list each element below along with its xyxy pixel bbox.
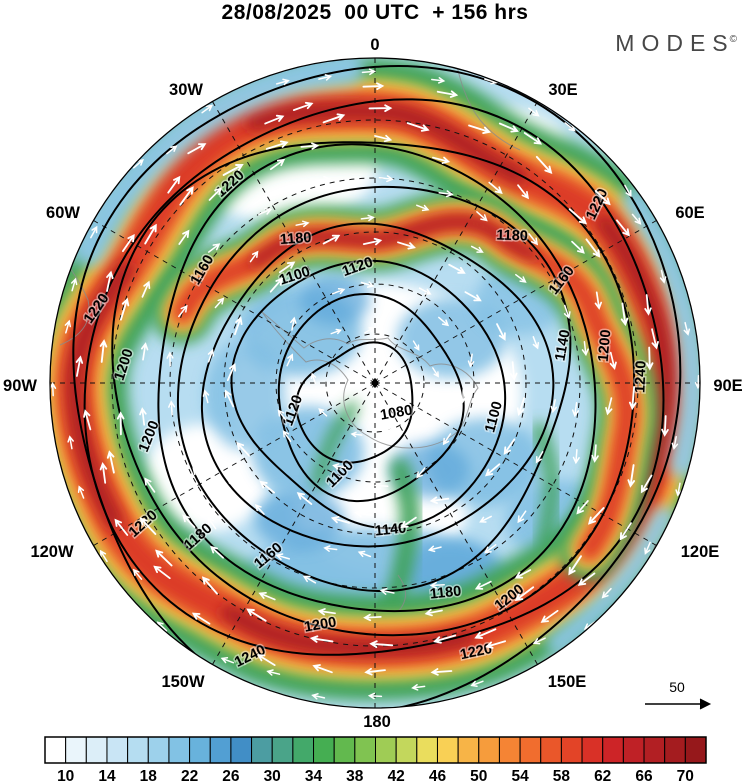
map-circle-border (49, 57, 701, 709)
colorbar-cell (44, 736, 67, 764)
colorbar-tick-label: 46 (429, 768, 447, 782)
colorbar-cell (333, 736, 356, 764)
colorbar-cell (85, 736, 108, 764)
colorbar-cell (416, 736, 438, 764)
reference-arrow-label: 50 (669, 679, 685, 695)
colorbar-cell (581, 736, 604, 764)
colorbar-cell (230, 736, 253, 764)
longitude-label-30W: 30W (169, 81, 203, 99)
colorbar-cell (457, 736, 480, 764)
colorbar-cell (602, 736, 624, 764)
africa-coast (454, 58, 521, 151)
colorbar-cell (313, 736, 335, 764)
colorbar-cell (519, 736, 542, 764)
longitude-label-120W: 120W (30, 543, 74, 561)
contour-label: 1180 (496, 227, 528, 244)
colorbar-cell (375, 736, 397, 764)
colorbar-cell (395, 736, 418, 764)
colorbar-cell (664, 736, 686, 764)
colorbar-cell (65, 736, 87, 764)
colorbar-tick-label: 54 (511, 768, 529, 782)
modes-logo-text: MODES (615, 30, 735, 56)
colorbar-cell (127, 736, 149, 764)
colorbar-tick-label: 18 (140, 768, 158, 782)
new-zealand-coast (397, 574, 406, 613)
longitude-label-60W: 60W (46, 204, 80, 222)
colorbar-tick-label: 58 (553, 768, 571, 782)
colorbar-cell (147, 736, 170, 764)
modes-logo: MODES© (615, 30, 737, 57)
colorbar-tick-label: 26 (222, 768, 240, 782)
contour-label: 1240 (632, 360, 649, 393)
colorbar-tick-label: 70 (677, 768, 694, 782)
colorbar-cell (560, 736, 583, 764)
colorbar-cell (209, 736, 232, 764)
longitude-label-90E: 90E (713, 377, 742, 395)
copyright-mark: © (729, 34, 737, 45)
longitude-label-60E: 60E (675, 204, 704, 222)
colorbar-cell (478, 736, 500, 764)
reference-arrow: 50 (645, 679, 712, 710)
colorbar-cell (354, 736, 376, 764)
longitude-label-30E: 30E (548, 81, 577, 99)
colorbar-cell (540, 736, 562, 764)
reference-arrowhead (699, 698, 712, 710)
colorbar-cell (292, 736, 315, 764)
colorbar-cell (106, 736, 129, 764)
colorbar-cell (271, 736, 294, 764)
colorbar-frame (44, 736, 707, 764)
longitude-label-120E: 120E (681, 543, 720, 561)
colorbar-tick-label: 62 (594, 768, 611, 782)
height-contours (72, 65, 682, 708)
longitude-labels: 0 30E 60E 90E 120E 150E 180 150W 120W 90W 60W 30W (3, 36, 743, 731)
colorbar-cell (643, 736, 666, 764)
colorbar-cell (684, 736, 707, 764)
longitude-label-90W: 90W (3, 377, 37, 395)
colorbar-cell (189, 736, 211, 764)
wind-arrows (50, 68, 700, 700)
colorbar-tick-label: 42 (388, 768, 405, 782)
longitude-label-0: 0 (370, 36, 379, 54)
colorbar-tick-label: 34 (305, 768, 323, 782)
longitude-label-180: 180 (363, 713, 391, 731)
pole-marker (371, 378, 379, 388)
colorbar-tick-label: 30 (264, 768, 281, 782)
longitude-label-150W: 150W (161, 673, 205, 691)
page-title: 28/08/2025 00 UTC + 156 hrs (221, 1, 529, 24)
colorbar-tick-label: 14 (98, 768, 116, 782)
contour-label: 1180 (279, 230, 312, 248)
antarctica-coast (261, 311, 479, 449)
colorbar-cell (498, 736, 521, 764)
colorbar-cell (436, 736, 459, 764)
longitude-label-150E: 150E (548, 673, 587, 691)
colorbar-tick-label: 22 (181, 768, 198, 782)
colorbar-tick-label: 10 (57, 768, 74, 782)
colorbar-tick-label: 66 (635, 768, 653, 782)
colorbar-cell (622, 736, 645, 764)
colorbar-tick-label: 50 (470, 768, 487, 782)
colorbar: 10 14 18 22 26 30 34 38 42 46 50 54 58 62 66 70 (44, 736, 707, 782)
colorbar-tick-label: 38 (346, 768, 364, 782)
colorbar-cell (251, 736, 273, 764)
colorbar-cell (168, 736, 191, 764)
contour-label: 1140 (374, 520, 407, 539)
